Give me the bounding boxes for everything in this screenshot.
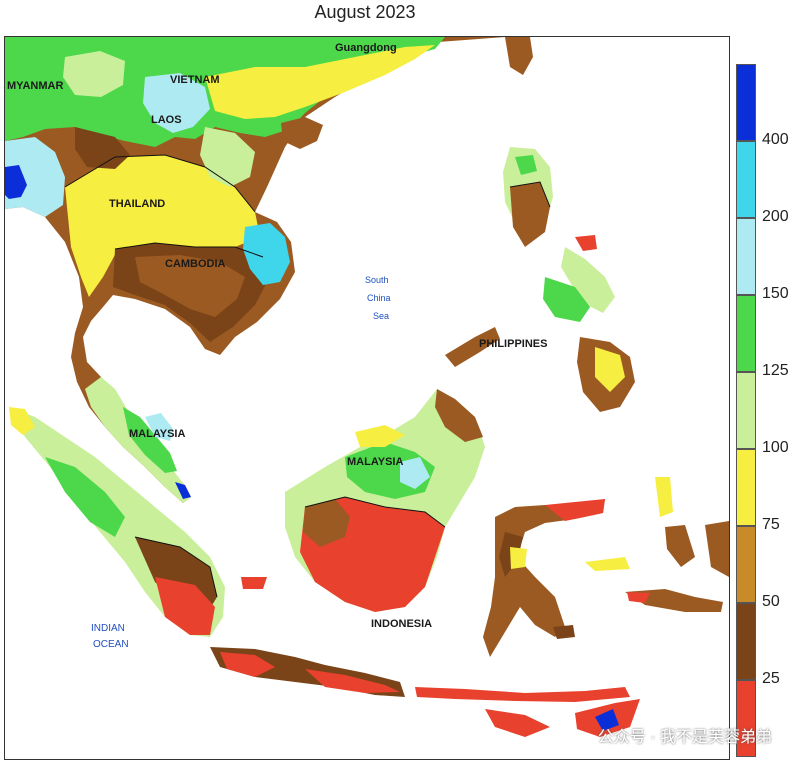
legend-swatch xyxy=(736,372,756,449)
legend-swatch xyxy=(736,218,756,295)
label-south-china-sea-2: China xyxy=(367,293,391,303)
legend-swatch xyxy=(736,449,756,526)
color-legend: 400 200 150 125 100 75 50 25 xyxy=(736,64,796,757)
borneo-landmass xyxy=(285,389,485,612)
label-cambodia: CAMBODIA xyxy=(165,258,226,270)
map-title: August 2023 xyxy=(314,2,416,22)
legend-tick-label: 400 xyxy=(762,131,789,148)
sumatra-landmass xyxy=(9,407,225,637)
map-frame: Guangdong MYANMAR VIETNAM LAOS THAILAND … xyxy=(4,36,730,760)
legend-tick-label: 150 xyxy=(762,285,789,302)
java-islands xyxy=(210,647,640,737)
legend-tick-label: 125 xyxy=(762,362,789,379)
label-malaysia-east: MALAYSIA xyxy=(347,456,403,468)
label-south-china-sea-1: South xyxy=(365,275,389,285)
philippines-islands xyxy=(445,147,635,412)
label-philippines: PHILIPPINES xyxy=(479,338,547,350)
eastern-islets xyxy=(241,477,729,639)
label-laos: LAOS xyxy=(151,114,182,126)
legend-swatch xyxy=(736,603,756,680)
legend-tick-label: 50 xyxy=(762,593,780,610)
mainland-landmass xyxy=(5,37,729,503)
legend-tick-label: 200 xyxy=(762,208,789,225)
label-indian-ocean-2: OCEAN xyxy=(93,639,129,650)
label-vietnam: VIETNAM xyxy=(170,74,220,86)
contour-lines xyxy=(64,154,551,598)
label-myanmar: MYANMAR xyxy=(7,80,63,92)
label-guangdong: Guangdong xyxy=(335,42,397,54)
legend-swatch xyxy=(736,141,756,218)
precipitation-map: Guangdong MYANMAR VIETNAM LAOS THAILAND … xyxy=(5,37,729,737)
legend-swatch xyxy=(736,680,756,757)
legend-tick-label: 25 xyxy=(762,670,780,687)
legend-tick-label: 75 xyxy=(762,516,780,533)
legend-tick-label: 100 xyxy=(762,439,789,456)
label-malaysia-west: MALAYSIA xyxy=(129,428,185,440)
legend-swatch xyxy=(736,64,756,141)
label-south-china-sea-3: Sea xyxy=(373,311,389,321)
sulawesi-landmass xyxy=(483,499,605,657)
label-indian-ocean-1: INDIAN xyxy=(91,623,125,634)
legend-swatch xyxy=(736,526,756,603)
legend-swatch xyxy=(736,295,756,372)
label-thailand: THAILAND xyxy=(109,198,165,210)
label-indonesia: INDONESIA xyxy=(371,618,432,630)
watermark-text: 公众号 · 我不是芙蓉弟弟 xyxy=(597,729,772,746)
